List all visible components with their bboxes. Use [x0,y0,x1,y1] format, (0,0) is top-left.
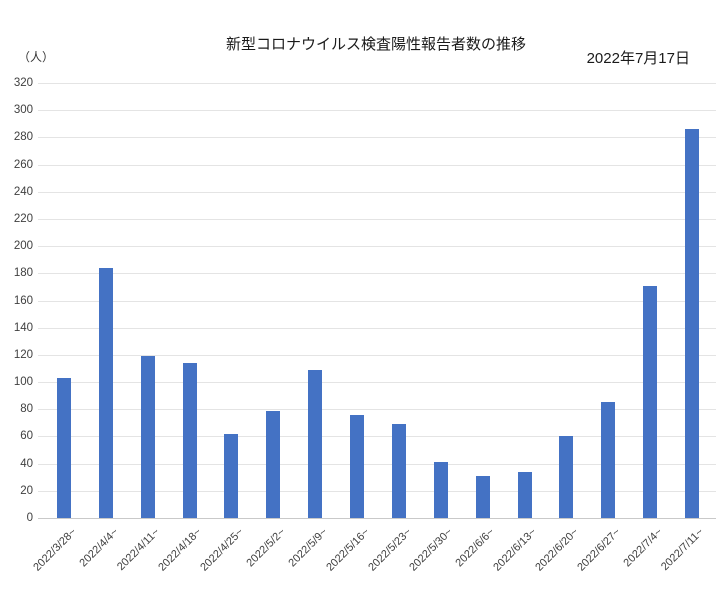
y-tick-label: 200 [13,240,33,252]
chart-title: 新型コロナウイルス検査陽性報告者数の推移 [225,36,527,53]
x-tick-label: 2022/7/11~ [659,526,707,574]
report-date: 2022年7月17日 [586,50,690,67]
bar [518,472,532,518]
gridline [38,110,716,111]
bar [559,436,573,518]
bar [224,434,238,518]
gridline [38,273,716,274]
y-tick-label: 180 [13,267,33,279]
x-tick-label: 2022/4/11~ [115,526,163,574]
x-tick-label: 2022/5/9~ [286,526,330,570]
gridline [38,328,716,329]
bar [476,476,490,518]
bar [350,415,364,518]
y-tick-label: 60 [20,430,33,442]
x-tick-label: 2022/4/18~ [156,526,205,574]
bar [266,411,280,518]
x-tick-label: 2022/6/20~ [533,526,581,574]
y-tick-label: 20 [20,485,33,497]
y-tick-label: 260 [13,159,33,171]
y-tick-label: 280 [13,131,33,143]
gridline [38,246,716,247]
y-tick-label: 140 [13,322,33,334]
y-tick-label: 80 [20,403,33,415]
gridline [38,382,716,383]
bar [99,268,113,518]
bar [57,378,71,518]
gridline [38,464,716,465]
gridline [38,165,716,166]
x-axis-line [38,518,716,519]
gridline [38,491,716,492]
x-tick-label: 2022/5/2~ [244,526,288,570]
y-tick-label: 100 [13,376,33,388]
gridline [38,355,716,356]
bar [601,402,615,518]
gridline [38,137,716,138]
y-tick-label: 0 [26,512,33,524]
y-tick-label: 320 [13,77,33,89]
x-tick-label: 2022/6/13~ [491,526,540,574]
y-tick-label: 160 [13,295,33,307]
x-tick-label: 2022/6/27~ [575,526,623,574]
bar [141,356,155,518]
gridline [38,436,716,437]
bar [308,370,322,518]
gridline [38,409,716,410]
y-tick-label: 120 [13,349,33,361]
bar [183,363,197,518]
x-tick-label: 2022/3/28~ [30,526,79,574]
y-tick-label: 40 [20,458,33,470]
x-tick-label: 2022/5/30~ [407,526,456,574]
x-tick-label: 2022/5/16~ [323,526,372,574]
bar [392,424,406,518]
gridline [38,219,716,220]
gridline [38,83,716,84]
gridline [38,192,716,193]
y-axis-unit-label: （人） [18,50,55,64]
bar [685,129,699,518]
bar [643,286,657,518]
gridline [38,301,716,302]
x-tick-label: 2022/5/23~ [365,526,414,574]
y-tick-label: 240 [13,186,33,198]
y-tick-label: 220 [13,213,33,225]
bar [434,462,448,518]
y-tick-label: 300 [13,104,33,116]
x-tick-label: 2022/4/25~ [198,526,246,574]
